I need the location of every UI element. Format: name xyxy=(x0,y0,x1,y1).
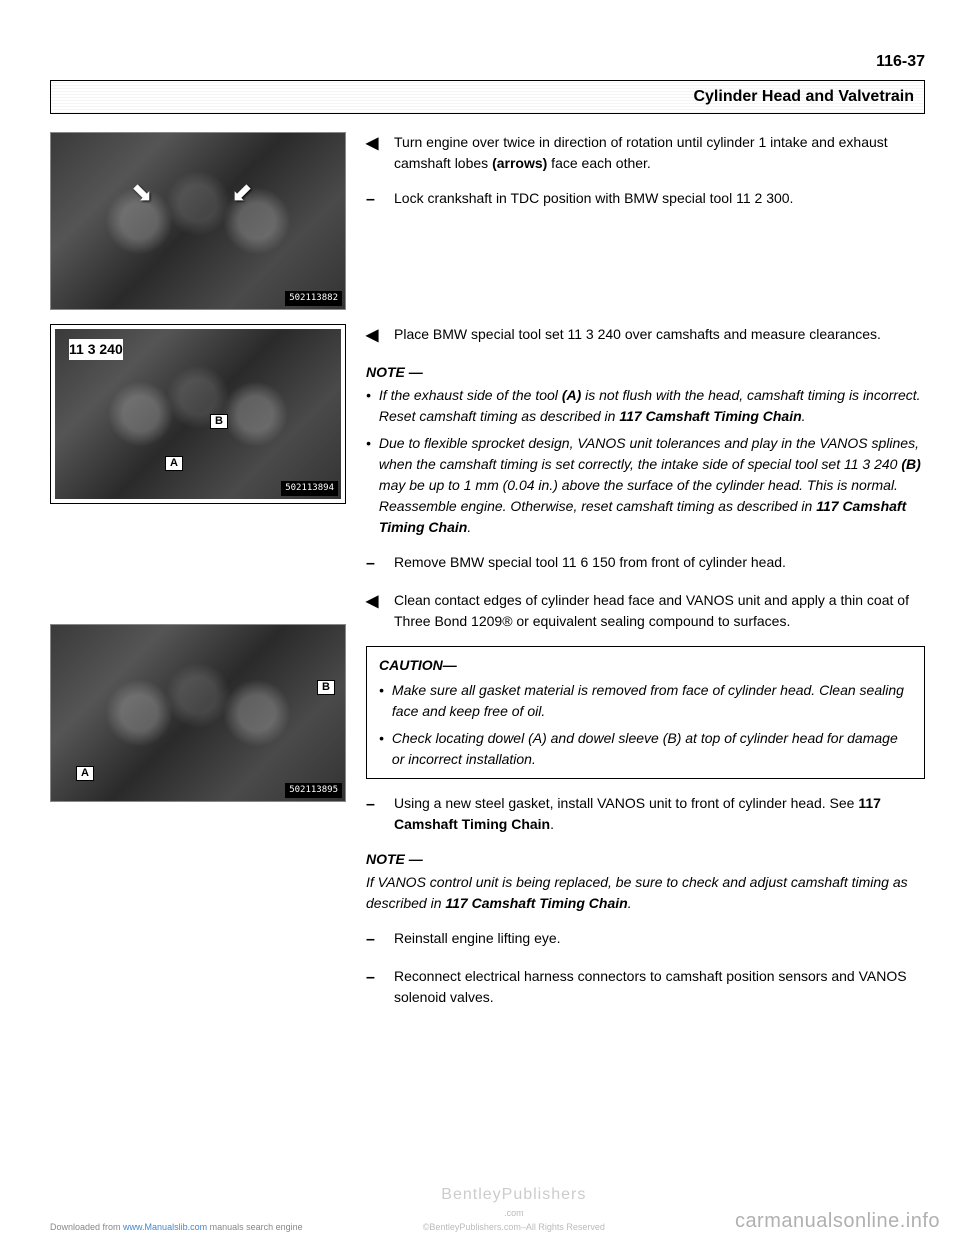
note-block: NOTE — • If the exhaust side of the tool… xyxy=(366,362,925,538)
note-heading: NOTE — xyxy=(366,362,925,383)
dash-marker-icon: – xyxy=(366,928,384,952)
caution-bullet: • Check locating dowel (A) and dowel sle… xyxy=(379,728,912,770)
bullet-icon: • xyxy=(366,385,371,427)
note-body: If VANOS control unit is being replaced,… xyxy=(366,872,925,914)
dash-marker-icon: – xyxy=(366,552,384,576)
caution-bullet: • Make sure all gasket material is remov… xyxy=(379,680,912,722)
triangle-marker-icon: ◀ xyxy=(366,324,384,348)
callout-a: A xyxy=(165,456,183,471)
bullet-icon: • xyxy=(379,728,384,770)
watermark: carmanualsonline.info xyxy=(735,1206,940,1236)
instruction-text: Lock crankshaft in TDC position with BMW… xyxy=(394,188,925,212)
instruction-text: Place BMW special tool set 11 3 240 over… xyxy=(394,324,925,348)
figure-1: ⬊ ⬋ 502113882 xyxy=(50,132,346,310)
callout-b: B xyxy=(210,414,228,429)
note-heading: NOTE — xyxy=(366,849,925,870)
tool-number-label: 11 3 240 xyxy=(69,339,123,360)
instruction-text: Reconnect electrical harness connectors … xyxy=(394,966,925,1008)
dash-marker-icon: – xyxy=(366,793,384,835)
caution-box: CAUTION— • Make sure all gasket material… xyxy=(366,646,925,779)
instruction-text: Remove BMW special tool 11 6 150 from fr… xyxy=(394,552,925,576)
figure-2: 11 3 240 A B 502113894 xyxy=(55,329,341,499)
bullet-icon: • xyxy=(366,433,371,538)
note-block: NOTE — If VANOS control unit is being re… xyxy=(366,849,925,914)
caution-heading: CAUTION— xyxy=(379,655,912,676)
bullet-icon: • xyxy=(379,680,384,722)
publisher-logo: BentleyPublishers xyxy=(303,1183,725,1207)
arrow-icon: ⬊ xyxy=(131,173,153,212)
triangle-marker-icon: ◀ xyxy=(366,132,384,174)
dash-marker-icon: – xyxy=(366,188,384,212)
footer-center: BentleyPublishers .com ©BentleyPublisher… xyxy=(303,1183,725,1234)
instruction-text: Clean contact edges of cylinder head fac… xyxy=(394,590,925,632)
callout-b: B xyxy=(317,680,335,695)
note-bullet: • If the exhaust side of the tool (A) is… xyxy=(366,385,925,427)
publisher-domain: .com xyxy=(303,1207,725,1221)
figure-2-frame: 11 3 240 A B 502113894 xyxy=(50,324,346,504)
figure-3: A B 502113895 xyxy=(50,624,346,802)
copyright-line: ©BentleyPublishers.com–All Rights Reserv… xyxy=(303,1221,725,1235)
chapter-title: Cylinder Head and Valvetrain xyxy=(50,80,925,114)
instruction-text: Reinstall engine lifting eye. xyxy=(394,928,925,952)
figure-id: 502113894 xyxy=(281,481,338,497)
callout-a: A xyxy=(76,766,94,781)
instruction-text: Using a new steel gasket, install VANOS … xyxy=(394,793,925,835)
dash-marker-icon: – xyxy=(366,966,384,1008)
triangle-marker-icon: ◀ xyxy=(366,590,384,632)
footer-link: www.Manualslib.com xyxy=(123,1222,207,1232)
note-bullet: • Due to flexible sprocket design, VANOS… xyxy=(366,433,925,538)
figure-id: 502113895 xyxy=(285,783,342,799)
page-number: 116-37 xyxy=(50,50,925,74)
arrow-icon: ⬋ xyxy=(231,173,253,212)
figure-id: 502113882 xyxy=(285,291,342,307)
instruction-text: Turn engine over twice in direction of r… xyxy=(394,132,925,174)
footer-left: Downloaded from www.Manualslib.com manua… xyxy=(50,1221,303,1235)
